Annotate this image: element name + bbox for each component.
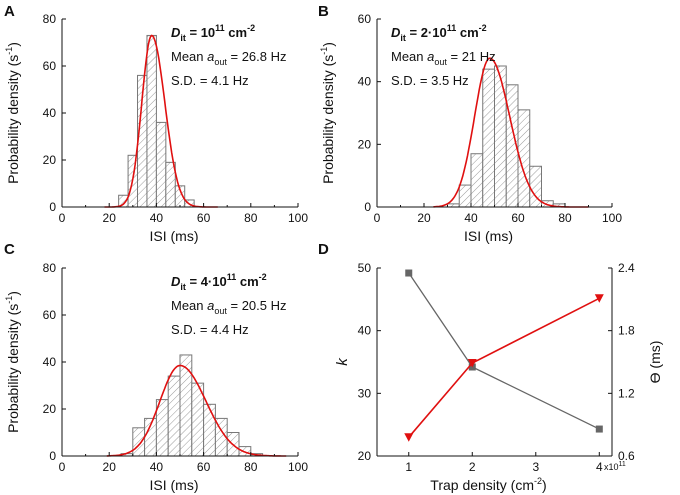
- x-tick-label: 80: [244, 460, 258, 474]
- annotation-dit: Dit = 4·1011 cm-2: [171, 272, 267, 292]
- y-axis-label: Probability density (s-1): [4, 291, 21, 433]
- trap-density-plot: 1 2 3 4 20 30 40 50 0.6 1.2 1.8 2.4 Trap density (cm…: [334, 261, 663, 493]
- marker-k: [595, 425, 603, 433]
- y-tick-label: 0: [49, 200, 56, 214]
- y-tick-label: 40: [43, 106, 57, 120]
- x-tick-label: 0: [59, 460, 66, 474]
- x-tick-label: 100: [288, 460, 308, 474]
- marker-theta: [467, 359, 477, 368]
- annotation-sd: S.D. = 4.4 Hz: [171, 322, 249, 337]
- y-axis-label: Probability density (s-1): [4, 42, 21, 184]
- x-axis-label: ISI (ms): [150, 477, 199, 493]
- x-multiplier: x1011: [604, 461, 626, 472]
- y-tick-label: 20: [358, 137, 372, 151]
- panel-label-d: D: [318, 241, 329, 258]
- marker-k: [405, 269, 413, 277]
- x-axis-label: ISI (ms): [150, 228, 199, 244]
- annotation-sd: S.D. = 3.5 Hz: [391, 73, 469, 88]
- y-tick-label: 0: [49, 449, 56, 463]
- x-tick-label: 80: [244, 211, 258, 225]
- y-tick-label: 0: [364, 200, 371, 214]
- y-tick-label: 60: [43, 308, 57, 322]
- histogram-c: 0 20 40 60 80 100 0 20 40 60 80 ISI (ms) Probability…: [4, 261, 308, 493]
- y-tick-label: 20: [43, 153, 57, 167]
- annotation-dit: Dit = 2·1011 cm-2: [391, 23, 487, 43]
- y-tick-label: 80: [43, 261, 57, 275]
- fit-curve: [106, 364, 287, 457]
- x-axis-label: ISI (ms): [464, 228, 513, 244]
- x-tick-label: 40: [150, 460, 164, 474]
- y-tick-label: 60: [358, 12, 372, 26]
- x-tick-label: 60: [197, 460, 211, 474]
- x-tick-label: 100: [602, 211, 622, 225]
- annotation-mean: Mean aout = 21 Hz: [391, 49, 496, 67]
- y-left-tick-label: 30: [358, 386, 372, 400]
- x-tick-label: 4: [596, 460, 603, 474]
- y-tick-label: 40: [43, 355, 57, 369]
- panel-label-b: B: [318, 3, 329, 20]
- series-line-theta: [408, 297, 600, 438]
- hist-bar: [146, 34, 157, 208]
- annotation-dit: Dit = 1011 cm-2: [171, 23, 255, 43]
- x-tick-label: 20: [417, 211, 431, 225]
- hist-bar: [470, 153, 484, 208]
- x-tick-label: 40: [150, 211, 164, 225]
- annotation-sd: S.D. = 4.1 Hz: [171, 73, 249, 88]
- y-axis-label: Probability density (s-1): [319, 42, 336, 184]
- histogram-b: 0 20 40 60 80 100 0 20 40 60 ISI (ms) Probability d…: [319, 12, 622, 244]
- y-tick-label: 60: [43, 59, 57, 73]
- x-tick-label: 0: [59, 211, 66, 225]
- y-right-axis-label: ϴ (ms): [647, 341, 663, 384]
- x-tick-label: 40: [464, 211, 478, 225]
- marker-theta: [404, 433, 414, 442]
- hist-bar: [132, 427, 146, 457]
- annotation-mean: Mean aout = 20.5 Hz: [171, 298, 287, 316]
- y-tick-label: 20: [43, 402, 57, 416]
- y-tick-label: 40: [358, 75, 372, 89]
- x-tick-label: 20: [103, 460, 117, 474]
- y-left-tick-label: 50: [358, 261, 372, 275]
- hist-bar: [482, 68, 495, 208]
- annotation-mean: Mean aout = 26.8 Hz: [171, 49, 287, 67]
- panel-label-a: A: [4, 3, 15, 20]
- panel-label-c: C: [4, 241, 15, 258]
- x-tick-label: 60: [197, 211, 211, 225]
- hist-bar: [167, 375, 181, 457]
- marker-theta: [594, 294, 604, 303]
- hist-bar: [458, 184, 472, 208]
- y-right-tick-label: 1.8: [618, 324, 635, 338]
- y-left-tick-label: 20: [358, 449, 372, 463]
- x-tick-label: 0: [374, 211, 381, 225]
- hist-bar: [155, 121, 167, 208]
- y-tick-label: 80: [43, 12, 57, 26]
- y-left-tick-label: 40: [358, 324, 372, 338]
- hist-bar: [203, 403, 216, 457]
- y-right-tick-label: 0.6: [618, 449, 635, 463]
- x-tick-label: 20: [103, 211, 117, 225]
- x-tick-label: 1: [405, 460, 412, 474]
- y-left-axis-label: k: [334, 357, 351, 366]
- x-tick-label: 60: [511, 211, 525, 225]
- hist-bar: [494, 65, 507, 208]
- y-right-tick-label: 1.2: [618, 386, 635, 400]
- x-tick-label: 3: [532, 460, 539, 474]
- x-axis-label: Trap density (cm-2): [430, 476, 546, 493]
- x-tick-label: 2: [469, 460, 476, 474]
- x-tick-label: 100: [288, 211, 308, 225]
- x-tick-label: 80: [558, 211, 572, 225]
- series-line-k: [408, 272, 600, 430]
- y-right-tick-label: 2.4: [618, 261, 635, 275]
- hist-bar: [179, 354, 193, 457]
- histogram-a: 0 20 40 60 80 100 0 20 40 60 80 ISI (ms) Probability…: [4, 12, 308, 244]
